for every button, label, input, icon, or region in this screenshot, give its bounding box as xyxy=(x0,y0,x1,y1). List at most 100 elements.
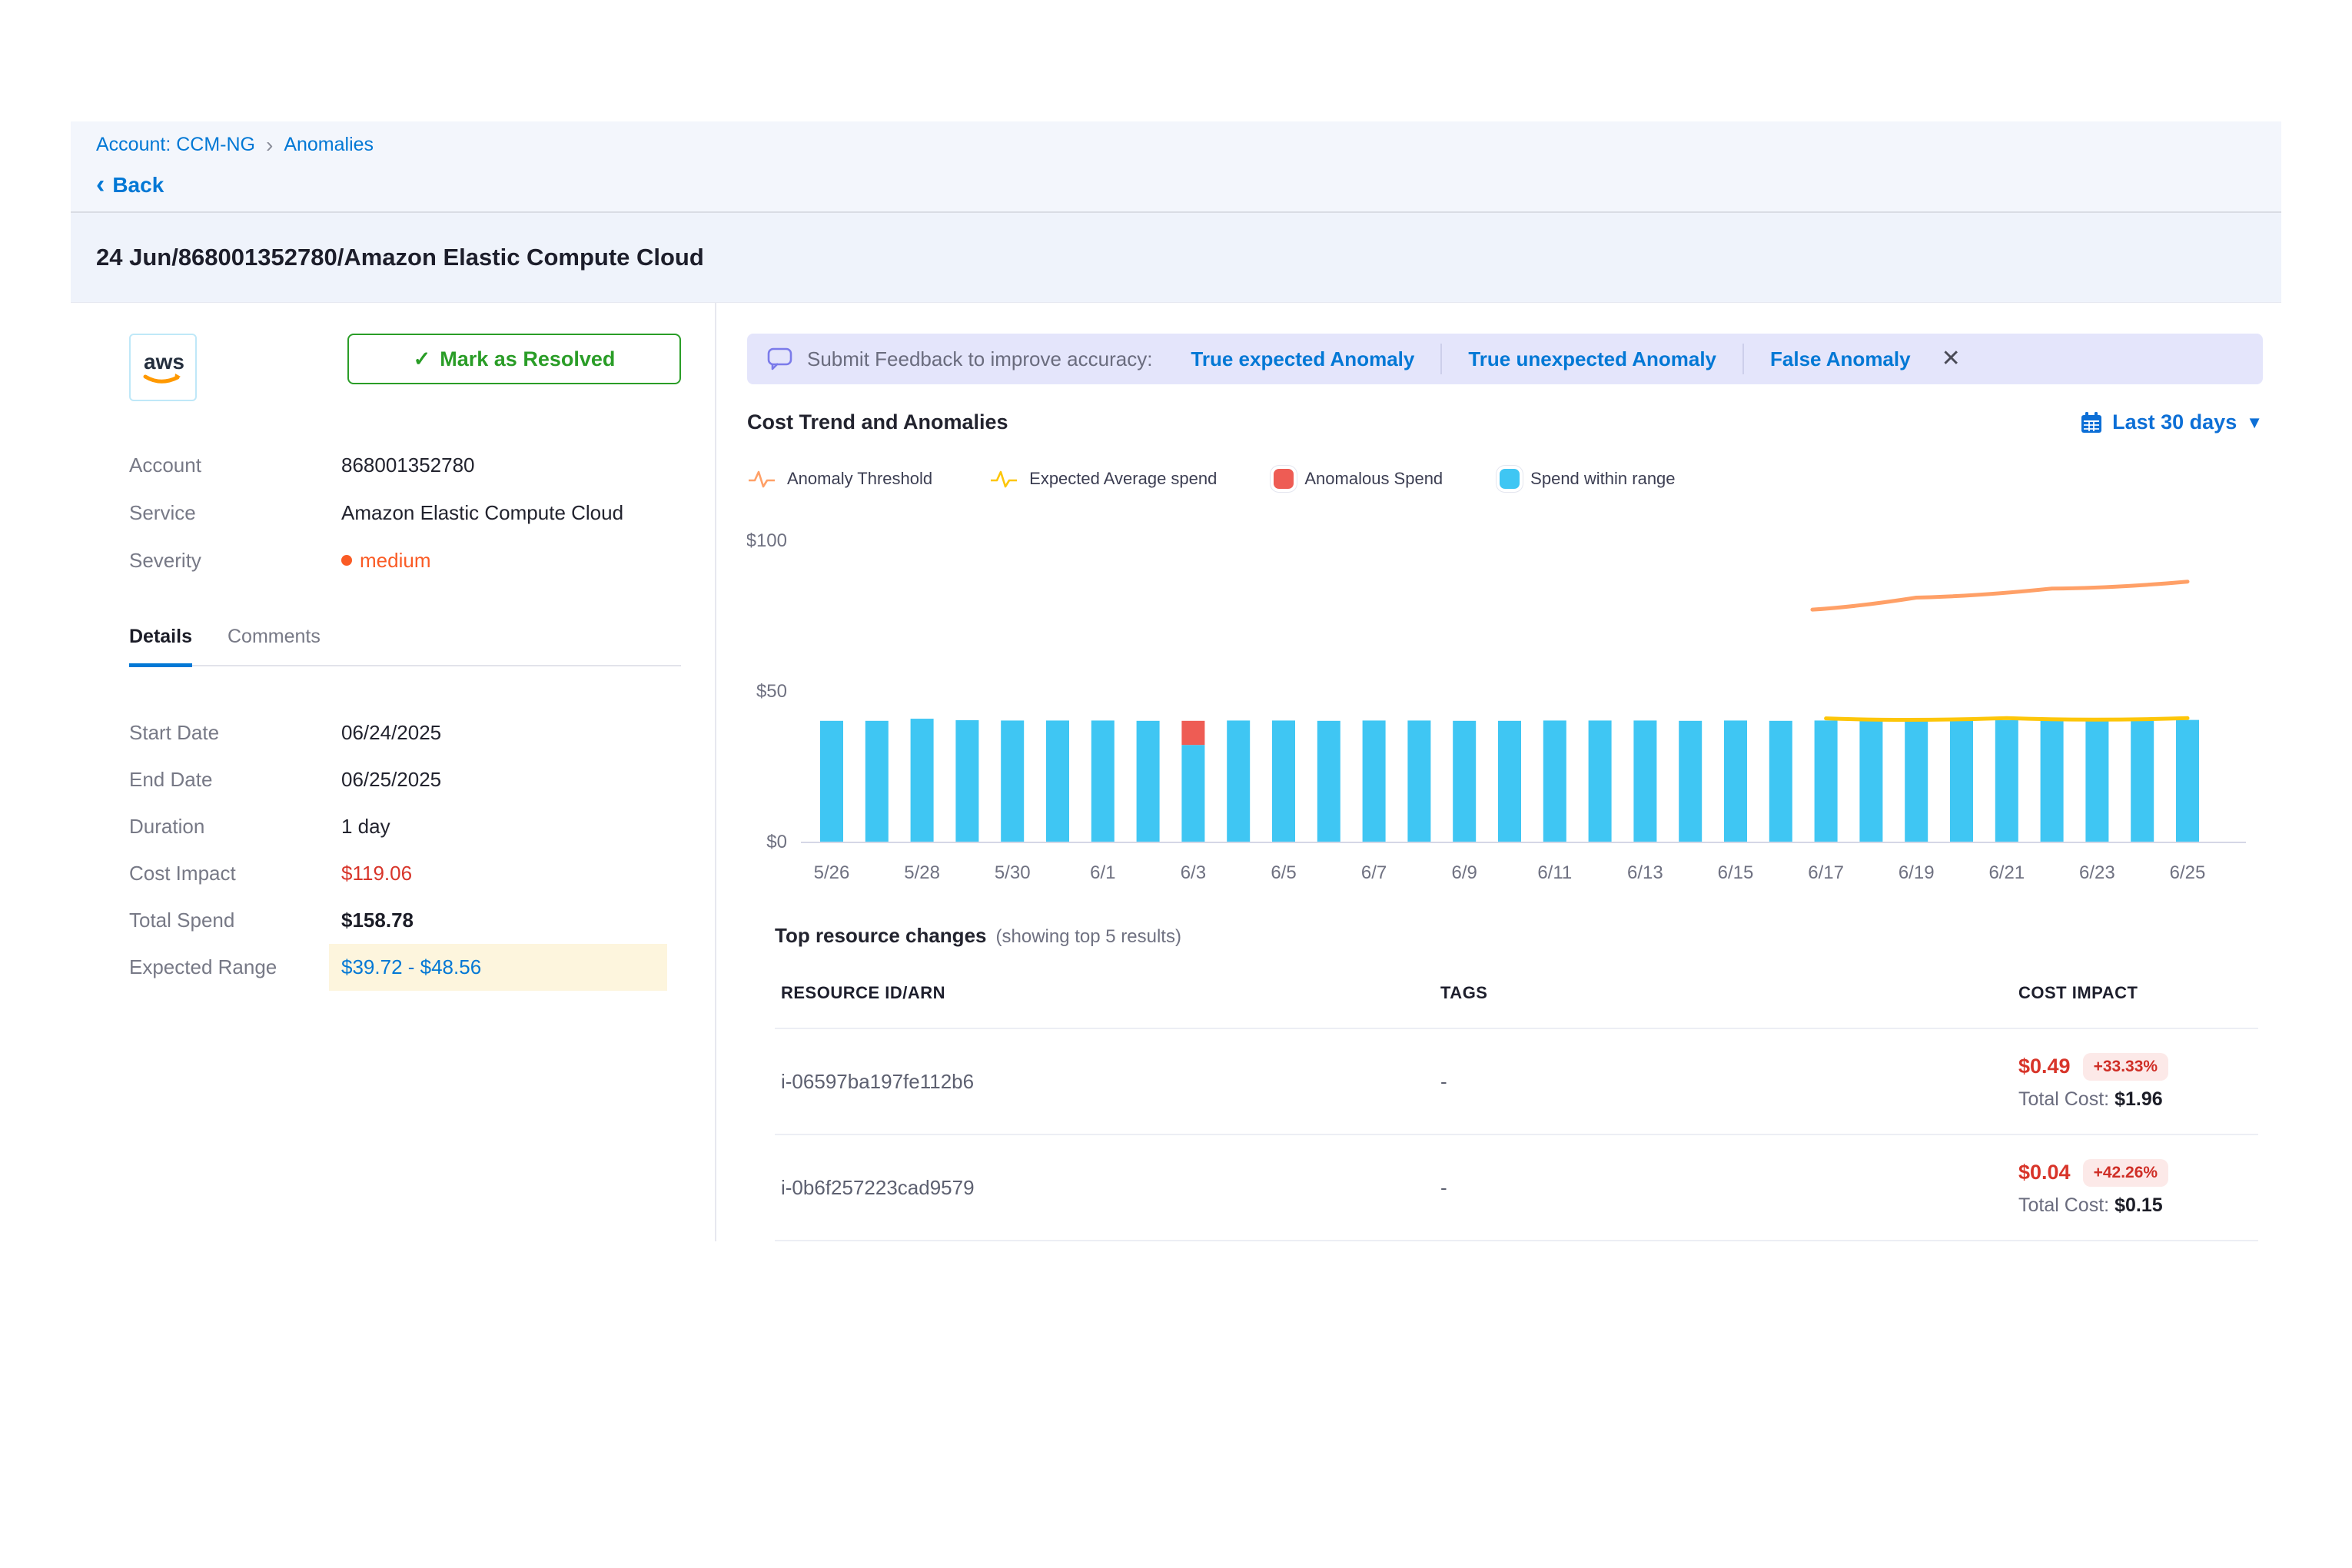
end-date-row: End Date 06/25/2025 xyxy=(129,756,681,803)
pulse-line-icon xyxy=(989,468,1018,490)
col-tags: TAGS xyxy=(1440,983,2018,1003)
total-cost-label: Total Cost: xyxy=(2018,1194,2109,1216)
severity-label: Severity xyxy=(129,549,341,573)
account-value: 868001352780 xyxy=(341,453,475,477)
svg-text:6/19: 6/19 xyxy=(1899,862,1935,883)
legend-label: Expected Average spend xyxy=(1029,469,1217,489)
back-button[interactable]: ‹ Back xyxy=(96,173,2256,198)
impact-percent-badge: +33.33% xyxy=(2083,1053,2169,1081)
back-label: Back xyxy=(112,173,164,198)
divider xyxy=(1440,344,1442,374)
svg-text:5/28: 5/28 xyxy=(904,862,940,883)
total-cost-value: $1.96 xyxy=(2114,1088,2163,1110)
table-row: i-06597ba197fe112b6 - $0.49 +33.33% Tota… xyxy=(775,1029,2258,1135)
total-spend-value: $158.78 xyxy=(341,909,414,932)
total-cost-value: $0.15 xyxy=(2114,1194,2163,1216)
feedback-true-unexpected-link[interactable]: True unexpected Anomaly xyxy=(1468,347,1716,371)
tab-details[interactable]: Details xyxy=(129,626,192,667)
feedback-false-anomaly-link[interactable]: False Anomaly xyxy=(1770,347,1911,371)
table-row: i-0b6f257223cad9579 - $0.04 +42.26% Tota… xyxy=(775,1135,2258,1241)
chart-legend: Anomaly Threshold Expected Average spend… xyxy=(747,468,2269,490)
duration-value: 1 day xyxy=(341,815,390,839)
svg-text:6/1: 6/1 xyxy=(1090,862,1115,883)
blue-swatch-icon xyxy=(1500,469,1520,489)
svg-text:6/17: 6/17 xyxy=(1808,862,1844,883)
service-row: Service Amazon Elastic Compute Cloud xyxy=(129,489,681,537)
svg-text:$0: $0 xyxy=(766,832,787,852)
expected-range-value: $39.72 - $48.56 xyxy=(329,944,667,991)
svg-text:6/11: 6/11 xyxy=(1537,862,1572,883)
aws-provider-icon: aws xyxy=(129,334,197,401)
divider xyxy=(1742,344,1744,374)
red-swatch-icon xyxy=(1274,469,1294,489)
feedback-true-expected-link[interactable]: True expected Anomaly xyxy=(1191,347,1414,371)
severity-row: Severity medium xyxy=(129,537,681,584)
severity-text: medium xyxy=(360,549,430,573)
account-label: Account xyxy=(129,453,341,477)
resources-subtitle: (showing top 5 results) xyxy=(996,926,1181,948)
details-list: Start Date 06/24/2025 End Date 06/25/202… xyxy=(129,709,681,991)
cost-trend-chart[interactable]: $0$50$1005/265/285/306/16/36/56/76/96/11… xyxy=(747,517,2269,913)
resources-title: Top resource changes xyxy=(775,924,987,948)
detail-tabs: Details Comments xyxy=(129,626,681,666)
breadcrumb-account-link[interactable]: Account: CCM-NG xyxy=(96,134,255,156)
end-date-label: End Date xyxy=(129,768,341,792)
svg-text:6/5: 6/5 xyxy=(1271,862,1296,883)
legend-expected-average: Expected Average spend xyxy=(989,468,1217,490)
total-spend-label: Total Spend xyxy=(129,909,341,932)
svg-text:5/30: 5/30 xyxy=(995,862,1031,883)
resource-tags: - xyxy=(1440,1176,2018,1200)
date-range-label: Last 30 days xyxy=(2112,410,2237,434)
cost-impact-label: Cost Impact xyxy=(129,862,341,885)
svg-text:6/7: 6/7 xyxy=(1361,862,1387,883)
breadcrumb-band: Account: CCM-NG › Anomalies ‹ Back xyxy=(71,121,2281,211)
col-resource-id: RESOURCE ID/ARN xyxy=(781,983,1440,1003)
service-label: Service xyxy=(129,501,341,525)
total-cost-line: Total Cost: $1.96 xyxy=(2018,1088,2258,1111)
chevron-left-icon: ‹ xyxy=(96,174,105,195)
impact-percent-badge: +42.26% xyxy=(2083,1159,2169,1187)
pulse-line-icon xyxy=(747,468,776,490)
start-date-row: Start Date 06/24/2025 xyxy=(129,709,681,756)
page-title: 24 Jun/868001352780/Amazon Elastic Compu… xyxy=(96,244,2256,271)
duration-row: Duration 1 day xyxy=(129,803,681,850)
date-range-dropdown[interactable]: Last 30 days ▼ xyxy=(2080,410,2263,434)
expected-range-row: Expected Range $39.72 - $48.56 xyxy=(129,944,681,991)
top-resource-changes: Top resource changes (showing top 5 resu… xyxy=(747,924,2269,1241)
resource-id: i-0b6f257223cad9579 xyxy=(781,1176,1440,1200)
feedback-banner: Submit Feedback to improve accuracy: Tru… xyxy=(747,334,2263,384)
cost-impact-value: $119.06 xyxy=(341,862,412,885)
start-date-label: Start Date xyxy=(129,721,341,745)
summary-fields: Account 868001352780 Service Amazon Elas… xyxy=(129,441,681,584)
severity-dot-icon xyxy=(341,555,352,566)
resource-cost-impact: $0.49 +33.33% Total Cost: $1.96 xyxy=(2018,1053,2258,1111)
impact-amount: $0.04 xyxy=(2018,1161,2071,1184)
service-value: Amazon Elastic Compute Cloud xyxy=(341,501,623,525)
svg-text:6/9: 6/9 xyxy=(1452,862,1477,883)
chart-title: Cost Trend and Anomalies xyxy=(747,410,1008,434)
content: aws ✓ Mark as Resolved Account 868001352… xyxy=(71,303,2281,1241)
resource-tags: - xyxy=(1440,1070,2018,1094)
legend-spend-within-range: Spend within range xyxy=(1500,469,1675,489)
close-icon[interactable]: ✕ xyxy=(1942,347,1961,370)
legend-label: Spend within range xyxy=(1530,469,1675,489)
resource-id: i-06597ba197fe112b6 xyxy=(781,1070,1440,1094)
feedback-prompt: Submit Feedback to improve accuracy: xyxy=(807,347,1152,371)
expected-range-label: Expected Range xyxy=(129,955,341,979)
svg-text:$100: $100 xyxy=(747,530,787,551)
svg-text:6/23: 6/23 xyxy=(2079,862,2115,883)
breadcrumb: Account: CCM-NG › Anomalies xyxy=(96,134,2256,156)
anomaly-detail-page: Account: CCM-NG › Anomalies ‹ Back 24 Ju… xyxy=(0,0,2352,1568)
anomaly-summary-panel: aws ✓ Mark as Resolved Account 868001352… xyxy=(71,303,716,1241)
mark-as-resolved-button[interactable]: ✓ Mark as Resolved xyxy=(347,334,681,384)
cost-impact-row: Cost Impact $119.06 xyxy=(129,850,681,897)
svg-text:aws: aws xyxy=(144,350,184,374)
tab-comments[interactable]: Comments xyxy=(228,626,321,665)
legend-label: Anomaly Threshold xyxy=(787,469,932,489)
svg-text:5/26: 5/26 xyxy=(814,862,850,883)
calendar-icon xyxy=(2080,411,2103,434)
breadcrumb-anomalies-link[interactable]: Anomalies xyxy=(284,134,374,156)
main-panel: Account: CCM-NG › Anomalies ‹ Back 24 Ju… xyxy=(71,121,2281,1241)
caret-down-icon: ▼ xyxy=(2246,413,2263,433)
start-date-value: 06/24/2025 xyxy=(341,721,441,745)
